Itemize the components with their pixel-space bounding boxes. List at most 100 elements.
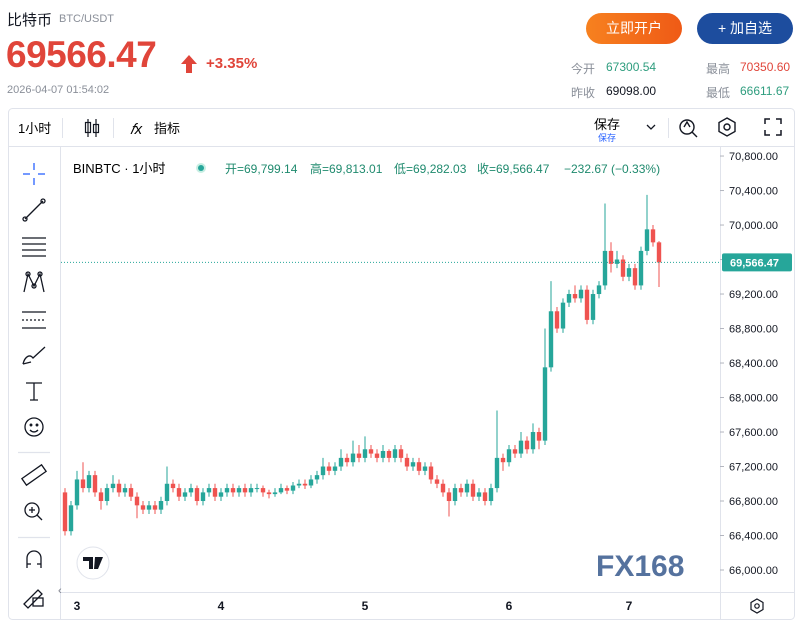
chart-type-button[interactable]	[84, 119, 100, 137]
candle-body	[158, 501, 164, 510]
candle-body	[218, 492, 224, 497]
y-tick-label: 70,400.00	[729, 186, 778, 198]
candle-body	[506, 449, 512, 463]
candle-body	[632, 268, 638, 286]
legend-change: −232.67 (−0.33%)	[564, 162, 660, 176]
candle-body	[650, 229, 656, 243]
candle-body	[176, 488, 182, 497]
asset-pair: BTC/USDT	[59, 13, 114, 25]
candle-body	[392, 449, 398, 458]
candle-body	[242, 488, 248, 493]
candle-body	[410, 462, 416, 467]
asset-name: 比特币	[7, 12, 53, 29]
candle-body	[434, 479, 440, 484]
timestamp: 2026-04-07 01:54:02	[7, 84, 110, 96]
stat-label: 今开	[571, 62, 596, 76]
save-button[interactable]: 保存	[594, 117, 620, 132]
y-tick-label: 68,000.00	[729, 393, 778, 405]
stat-value: 70350.60	[740, 60, 791, 74]
pattern-tool[interactable]	[23, 271, 45, 293]
last-price-label: 69,566.47	[730, 257, 779, 269]
candle-body	[194, 488, 200, 502]
watchlist-button[interactable]: + 加自选	[697, 13, 793, 44]
candle-body	[566, 294, 572, 303]
candle-body	[578, 289, 584, 299]
candle-body	[86, 475, 92, 489]
x-tick-label: 6	[506, 599, 513, 613]
candle-body	[344, 457, 350, 463]
legend-low: 低=69,282.03	[394, 162, 467, 176]
stat-value: 66611.67	[740, 84, 790, 98]
fullscreen-button[interactable]	[764, 118, 782, 136]
candle-body	[206, 488, 212, 493]
candle-body	[386, 450, 392, 458]
candle-body	[362, 449, 368, 458]
text-tool[interactable]	[26, 382, 42, 401]
magnet-tool[interactable]	[26, 550, 42, 568]
ruler-tool[interactable]	[20, 463, 48, 487]
candle-body	[290, 485, 296, 491]
quick-search-button[interactable]	[679, 119, 698, 138]
legend-close: 收=69,566.47	[477, 162, 550, 176]
candle-body	[116, 483, 122, 493]
legend-symbol: BINBTC · 1小时	[73, 161, 165, 176]
candle-body	[608, 250, 614, 264]
candle-body	[302, 483, 308, 486]
forecast-tool[interactable]	[22, 311, 46, 329]
y-tick-label: 69,200.00	[729, 289, 778, 301]
candle-body	[128, 488, 134, 497]
candle-body	[398, 449, 404, 458]
y-tick-label: 67,600.00	[729, 427, 778, 439]
interval-button[interactable]: 1小时	[18, 121, 51, 136]
candle-body	[104, 488, 110, 502]
candle-body	[488, 488, 494, 502]
candle-body	[68, 505, 74, 532]
y-tick-label: 67,200.00	[729, 462, 778, 474]
panel-border	[8, 108, 795, 620]
stat-label: 最低	[706, 86, 731, 100]
save-menu-chevron[interactable]	[646, 124, 656, 130]
candle-body	[92, 475, 98, 493]
stat-value: 67300.54	[606, 60, 657, 74]
candle-body	[626, 268, 632, 277]
watermark: FX168	[596, 550, 684, 583]
indicators-button[interactable]: 指标	[154, 121, 180, 136]
settings-button[interactable]	[718, 117, 736, 137]
candle-body	[452, 488, 458, 502]
candle-body	[416, 462, 422, 471]
trend-line-tool[interactable]	[22, 198, 46, 222]
candle-body	[644, 229, 650, 251]
emoji-tool[interactable]	[24, 417, 44, 437]
lock-drawings-tool[interactable]	[23, 589, 44, 609]
candle-body	[524, 440, 530, 450]
candle-body	[98, 492, 104, 502]
candle-body	[254, 488, 260, 490]
collapse-toolbar[interactable]: ‹	[58, 585, 62, 597]
candle-body	[164, 483, 170, 502]
tradingview-logo[interactable]	[76, 546, 110, 580]
fib-tool[interactable]	[22, 237, 46, 257]
candle-body	[620, 259, 626, 277]
candle-body	[500, 457, 506, 463]
crosshair-tool[interactable]	[23, 163, 45, 185]
candle-body	[428, 466, 434, 480]
candle-body	[182, 492, 188, 497]
x-tick-label: 7	[626, 599, 633, 613]
stat-label: 昨收	[571, 86, 596, 100]
zoom-tool[interactable]	[24, 502, 43, 521]
open-account-button[interactable]: 立即开户	[586, 13, 682, 44]
y-tick-label: 68,800.00	[729, 324, 778, 336]
candle-body	[278, 488, 284, 493]
candle-body	[314, 475, 320, 480]
axis-settings-button[interactable]	[750, 598, 764, 614]
up-arrow	[181, 55, 197, 73]
candle-body	[464, 483, 470, 493]
stat-label: 最高	[706, 62, 731, 76]
candle-body	[572, 294, 578, 299]
candle-body	[248, 488, 254, 493]
candle-body	[596, 285, 602, 295]
brush-tool[interactable]	[22, 346, 46, 365]
candle-body	[638, 250, 644, 286]
last-price-tag	[722, 253, 792, 272]
